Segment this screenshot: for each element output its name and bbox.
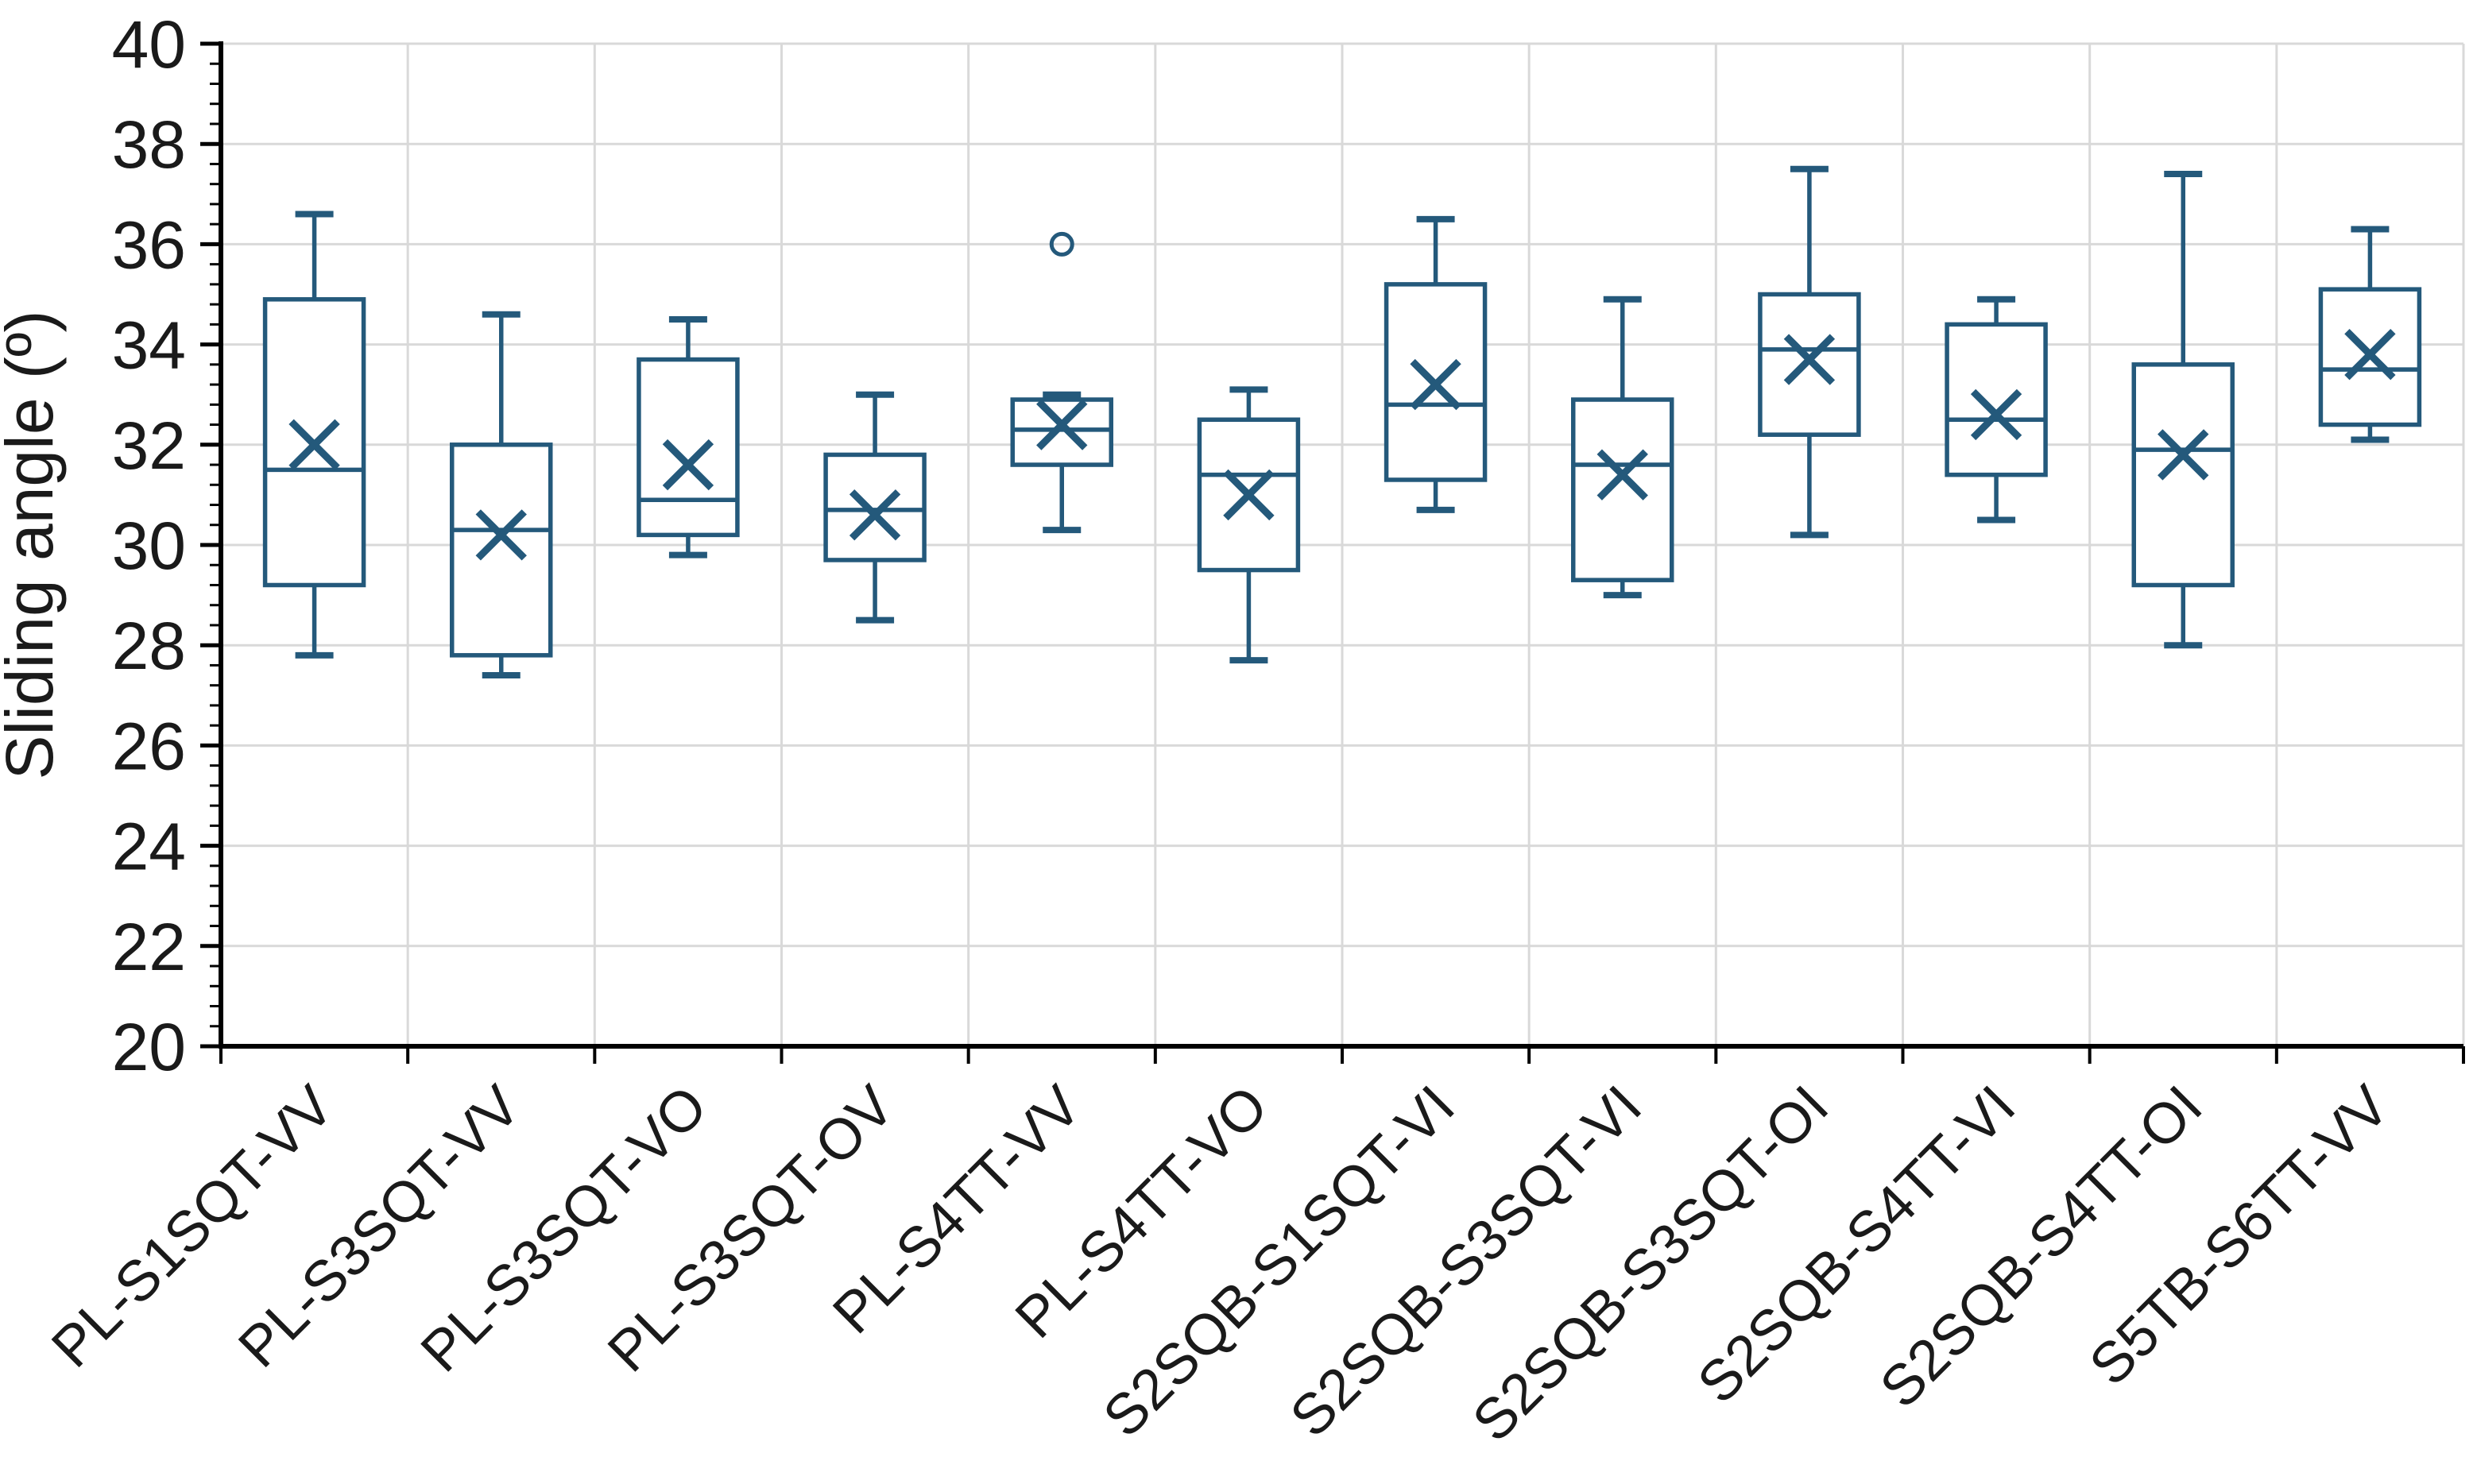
iqr-box (823, 452, 927, 562)
box-plot-PL-S4TT-VV (1010, 231, 1113, 534)
y-tick-label: 22 (112, 910, 186, 984)
y-tick-label: 24 (112, 810, 186, 884)
iqr-box (450, 442, 553, 658)
y-tick-label: 20 (112, 1010, 186, 1084)
x-tick-label: S2SQB-S4TT-VI (1685, 1074, 2027, 1416)
y-tick-label: 32 (112, 408, 186, 483)
y-tick-label: 28 (112, 609, 186, 683)
box-plot-PL-S3SQT-OV (823, 391, 927, 624)
box-plot-PL-S3SQT-VO (637, 316, 740, 558)
iqr-box (1010, 397, 1113, 467)
y-tick-label: 40 (112, 7, 186, 82)
plot-area: 2022242628303234363840PL-S1SQT-VVPL-S3SQ… (40, 7, 2465, 1454)
box-plot-PL-S4TT-VO (1197, 386, 1301, 664)
iqr-box (1571, 397, 1674, 582)
box-plot-S2SQB-S4TT-OI (2131, 171, 2235, 649)
box-plot-S5TB-S6TT-VV (2318, 226, 2422, 443)
iqr-box (637, 357, 740, 538)
box-plot-PL-S1SQT-VV (262, 211, 366, 659)
outlier-point (1049, 231, 1074, 257)
y-tick-label: 36 (112, 207, 186, 282)
mean-marker (475, 509, 527, 561)
y-axis-title: Sliding angle (º) (0, 311, 67, 780)
mean-marker (1783, 334, 1836, 385)
box-plot-PL-S3SQT-VV (450, 311, 553, 679)
mean-marker (2344, 329, 2396, 381)
mean-marker (849, 489, 901, 541)
mean-marker (1970, 388, 2022, 441)
y-tick-label: 38 (112, 107, 186, 182)
y-tick-label: 30 (112, 508, 186, 583)
box-plot-S2SQB-S3SQT-VI (1571, 296, 1674, 599)
mean-marker (1036, 399, 1088, 450)
x-tick-label: S2SQB-S3SQT-OI (1461, 1074, 1840, 1454)
iqr-box (1945, 322, 2048, 477)
iqr-box (2131, 362, 2235, 588)
y-tick-label: 26 (112, 709, 186, 783)
y-tick-label: 34 (112, 308, 186, 383)
mean-marker (2158, 429, 2209, 481)
mean-marker (662, 439, 714, 491)
x-tick-label: S2SQB-S3SQT-VI (1279, 1074, 1654, 1449)
x-tick-label: S2SQB-S4TT-OI (1868, 1074, 2215, 1420)
box-plot-S2SQB-S3SQT-OI (1758, 165, 1861, 539)
box-plot-S2SQB-S4TT-VI (1945, 296, 2048, 524)
x-tick-label: S2SQB-S1SQT-VI (1091, 1074, 1466, 1449)
mean-marker (1410, 358, 1461, 411)
mean-marker (288, 419, 340, 470)
mean-marker (1223, 469, 1275, 521)
box-plot-S2SQB-S1SQT-VI (1384, 215, 1488, 513)
mean-marker (1596, 449, 1648, 500)
